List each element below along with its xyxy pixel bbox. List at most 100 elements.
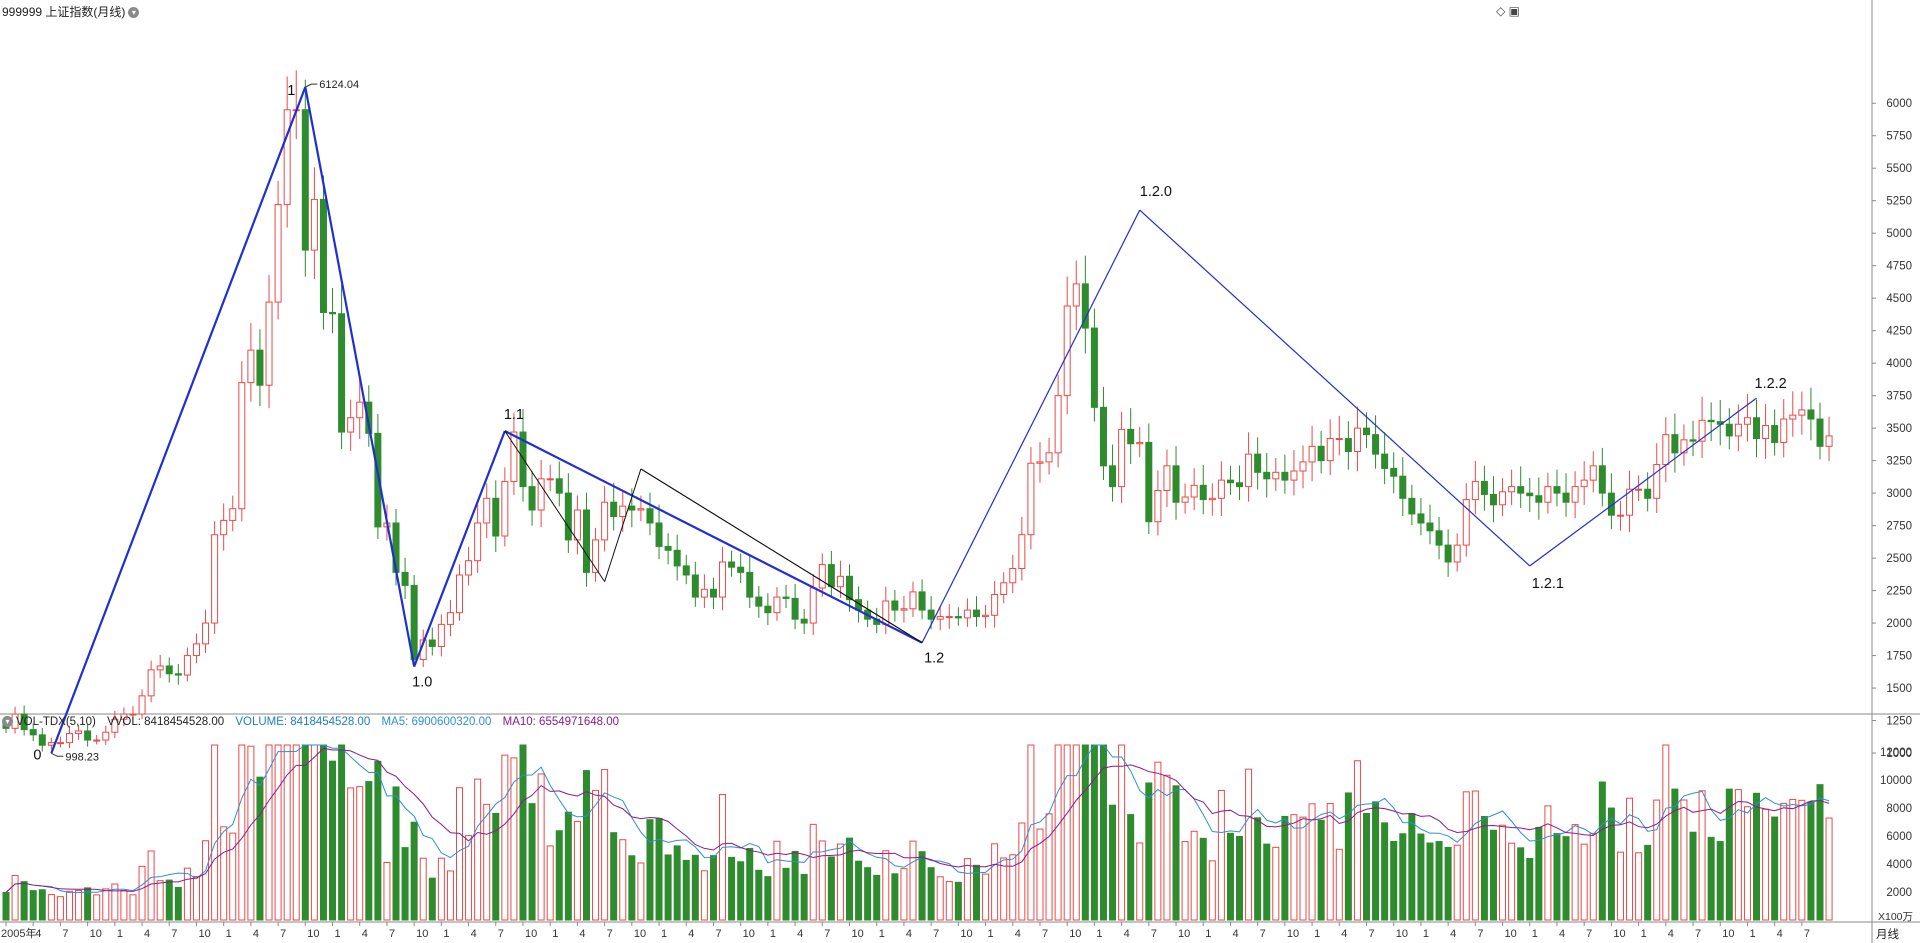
volume-bar: [728, 856, 736, 921]
time-tick-label: 10: [1613, 928, 1625, 940]
candle-body: [510, 431, 518, 482]
candle: [247, 322, 255, 402]
candle: [1263, 453, 1271, 498]
candle-body: [1109, 465, 1117, 488]
volume-bar: [1036, 828, 1044, 921]
volume-bar: [764, 876, 772, 921]
volume-bar: [991, 843, 999, 921]
symbol-name: 上证指数: [45, 5, 94, 19]
chevron-down-icon[interactable]: ▾: [2, 716, 13, 728]
volume-bar: [818, 840, 826, 921]
price-tick-label: 6000: [1886, 98, 1912, 110]
candle-body: [238, 382, 246, 510]
volume-bar: [29, 890, 37, 921]
time-tick-label: 4: [906, 928, 912, 940]
candle: [1453, 533, 1461, 572]
candle: [1626, 470, 1634, 533]
volume-bar: [1526, 858, 1534, 921]
candle-body: [183, 655, 191, 676]
candle-body: [374, 432, 382, 528]
candle-body: [1190, 484, 1198, 498]
candle: [1109, 444, 1117, 502]
time-tick-label: 4: [797, 928, 803, 940]
candle: [1562, 473, 1570, 517]
candle-body: [1299, 461, 1307, 472]
volume-bar: [474, 778, 482, 921]
price-tick-label: 3250: [1886, 456, 1912, 468]
candle-body: [1598, 465, 1606, 494]
time-tick-label: 7: [1369, 928, 1375, 940]
volume-bar: [945, 881, 953, 921]
candle: [1816, 402, 1824, 460]
volume-value: VOLUME: 8418454528.00: [235, 716, 371, 728]
candle-body: [20, 713, 28, 731]
candle: [510, 412, 518, 496]
candle: [1335, 415, 1343, 456]
volume-bar: [102, 888, 110, 921]
candle-body: [1199, 484, 1207, 501]
time-tick-label: 7: [1586, 928, 1592, 940]
volume-bar: [1444, 846, 1452, 921]
volume-bar: [1090, 744, 1098, 921]
candle: [673, 534, 681, 581]
volume-bar: [1598, 781, 1606, 921]
diamond-icon[interactable]: ◇: [1496, 4, 1506, 18]
window-icon[interactable]: ▣: [1508, 4, 1520, 18]
volume-bar: [1072, 744, 1080, 921]
candle: [1671, 413, 1679, 473]
candle-body: [1771, 425, 1779, 443]
candle: [501, 467, 509, 547]
volume-bar: [737, 861, 745, 921]
candle: [773, 587, 781, 621]
candle: [537, 459, 545, 528]
candle-body: [719, 561, 727, 598]
volume-bar: [138, 865, 146, 921]
ma10-value: MA10: 6554971648.00: [502, 716, 620, 728]
volume-bar: [292, 744, 300, 921]
candle: [1716, 399, 1724, 446]
candle: [1544, 472, 1552, 514]
candle-body: [691, 574, 699, 598]
candle-body: [1163, 465, 1171, 492]
volume-bar: [700, 870, 708, 921]
candle-body: [174, 673, 182, 676]
time-tick-label: 4: [1668, 928, 1674, 940]
price-tick-label: 4750: [1886, 261, 1912, 273]
candle: [1707, 402, 1715, 442]
volume-bar: [1109, 804, 1117, 921]
volume-bar: [1807, 801, 1815, 921]
period-label[interactable]: 月线: [1876, 929, 1899, 941]
candle: [1090, 308, 1098, 422]
volume-bar: [963, 858, 971, 921]
volume-bar: [1408, 813, 1416, 921]
volume-bar: [1607, 807, 1615, 921]
volume-bar: [1734, 789, 1742, 921]
candle: [573, 495, 581, 555]
volume-bar: [1353, 760, 1361, 921]
chevron-down-icon[interactable]: ▾: [128, 7, 140, 19]
candle-body: [1054, 395, 1062, 454]
time-tick-label: 4: [1341, 928, 1347, 940]
volume-bar: [519, 744, 527, 921]
candle: [972, 596, 980, 627]
candle-body: [1499, 491, 1507, 506]
volume-bar: [192, 876, 200, 921]
candle: [1417, 498, 1425, 536]
candle-body: [1263, 471, 1271, 480]
volume-bar: [628, 855, 636, 921]
candle-body: [483, 497, 491, 524]
candle: [192, 633, 200, 664]
candle: [1199, 465, 1207, 515]
candle: [1517, 466, 1525, 508]
volume-bar: [338, 744, 346, 921]
candle-body: [1399, 475, 1407, 499]
volume-bar: [465, 835, 473, 921]
candle: [782, 584, 790, 609]
volume-bar: [582, 770, 590, 921]
candle: [156, 654, 164, 678]
candle-body: [528, 486, 536, 511]
max-marker: [305, 83, 318, 88]
candle-body: [1671, 434, 1679, 454]
price-tick-label: 5500: [1886, 163, 1912, 175]
volume-bar: [183, 867, 191, 921]
